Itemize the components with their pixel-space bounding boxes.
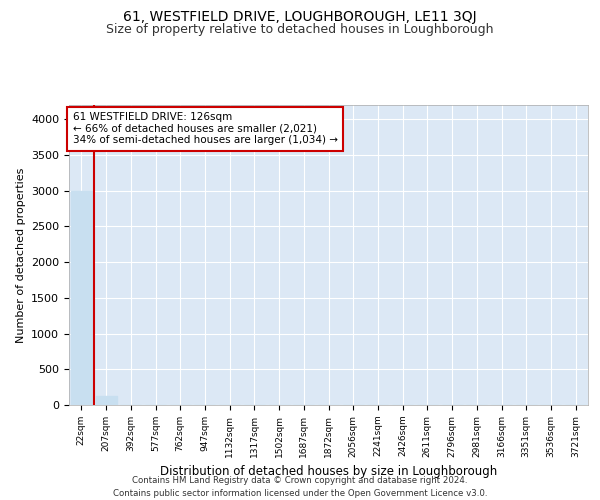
Text: Size of property relative to detached houses in Loughborough: Size of property relative to detached ho… [106,22,494,36]
Bar [95,396,116,405]
Y-axis label: Number of detached properties: Number of detached properties [16,168,26,342]
Bar [71,190,92,405]
Text: Contains HM Land Registry data © Crown copyright and database right 2024.
Contai: Contains HM Land Registry data © Crown c… [113,476,487,498]
X-axis label: Distribution of detached houses by size in Loughborough: Distribution of detached houses by size … [160,465,497,478]
Text: 61 WESTFIELD DRIVE: 126sqm
← 66% of detached houses are smaller (2,021)
34% of s: 61 WESTFIELD DRIVE: 126sqm ← 66% of deta… [73,112,338,146]
Text: 61, WESTFIELD DRIVE, LOUGHBOROUGH, LE11 3QJ: 61, WESTFIELD DRIVE, LOUGHBOROUGH, LE11 … [123,10,477,24]
